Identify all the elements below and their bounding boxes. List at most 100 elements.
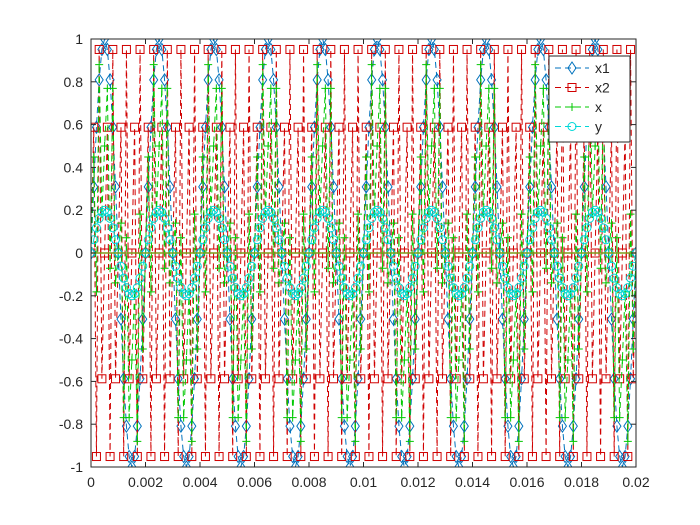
data-point-x [482,142,491,150]
data-point-x1 [320,42,330,57]
x-tick-label: 0.006 [237,474,272,490]
data-point-x [264,142,273,150]
data-point-x2 [269,452,279,462]
data-point-x2 [143,122,153,132]
data-point-x [285,233,294,242]
data-point-x [408,210,417,219]
data-point-x1 [546,179,557,194]
data-point-y [198,235,208,245]
data-point-x2 [184,122,194,132]
data-point-y [429,207,439,217]
data-point-x [443,219,452,228]
data-point-y [162,223,172,233]
data-point-y [350,283,360,293]
data-point-x [351,437,360,446]
data-point-y [252,235,262,245]
data-point-y [209,205,219,215]
data-point-x [394,233,403,242]
data-point-y [279,261,289,271]
data-point-x2 [225,122,235,132]
data-point-y [372,205,382,215]
data-point-y [269,213,279,223]
data-point-x1 [590,39,600,46]
data-point-x [433,264,442,273]
data-point-x1 [497,312,508,327]
data-point-x2 [538,122,548,132]
data-point-x2 [615,374,625,384]
data-point-x2 [361,122,371,132]
data-point-x [558,233,567,242]
data-point-x2 [380,44,390,54]
data-point-x2 [200,452,210,462]
data-point-y [579,235,589,245]
data-point-x [302,344,311,353]
data-point-x [179,413,188,422]
data-point-y [326,223,336,233]
data-point-x2 [397,374,407,384]
x-tick-label: 0.008 [291,474,326,490]
data-point-x2 [435,44,445,54]
data-point-y [203,213,213,223]
data-point-x2 [173,452,183,462]
data-point-x2 [497,122,507,132]
data-point-y [481,205,491,215]
data-point-y [443,261,453,271]
data-point-x2 [323,452,333,462]
data-point-y [361,235,371,245]
data-point-x [517,210,526,219]
data-point-x2 [334,122,344,132]
data-point-x2 [511,122,521,132]
data-point-x2 [410,374,420,384]
data-point-x [509,356,518,364]
legend-label-x1: x1 [595,60,610,76]
data-point-y [617,291,627,301]
data-point-x [503,233,512,242]
data-point-y [165,235,175,245]
data-point-y [620,289,630,299]
data-point-x [561,413,570,422]
data-point-y [571,273,581,283]
data-point-x2 [519,374,529,384]
legend-label-x2: x2 [595,80,610,96]
data-point-x2 [252,122,262,132]
data-point-x1 [465,312,475,327]
data-point-y [135,273,145,283]
data-point-x [125,413,134,422]
data-point-y [339,283,349,293]
data-point-x1 [236,460,246,467]
data-point-y [380,223,390,233]
data-point-x [373,142,382,150]
data-point-x [136,210,145,219]
data-point-x [384,278,393,287]
legend-box [548,55,631,143]
data-point-x [198,153,207,162]
legend-label-y: y [595,119,602,135]
data-point-x [422,60,431,69]
data-point-x2 [364,452,374,462]
data-point-y [348,289,358,299]
data-point-x [269,264,278,273]
data-point-x2 [582,452,592,462]
data-point-x [580,153,589,162]
data-point-y [369,207,379,217]
data-point-y [454,291,464,301]
data-point-x [397,413,406,422]
data-point-x [536,142,545,150]
data-point-x1 [162,120,172,135]
data-point-x [204,60,213,69]
data-point-x2 [470,122,480,132]
data-point-x2 [309,452,319,462]
data-point-x2 [192,374,202,384]
data-point-x [100,142,109,150]
data-point-x1 [375,42,385,57]
data-point-x [367,60,376,69]
data-point-x [220,278,229,287]
data-point-x [525,153,534,162]
y-tick-label: -0.2 [59,288,83,304]
data-point-x2 [214,452,224,462]
data-point-y [138,261,148,271]
data-point-x1 [252,179,262,194]
data-point-y [410,261,420,271]
data-point-y [500,273,510,283]
data-point-y [487,213,497,223]
